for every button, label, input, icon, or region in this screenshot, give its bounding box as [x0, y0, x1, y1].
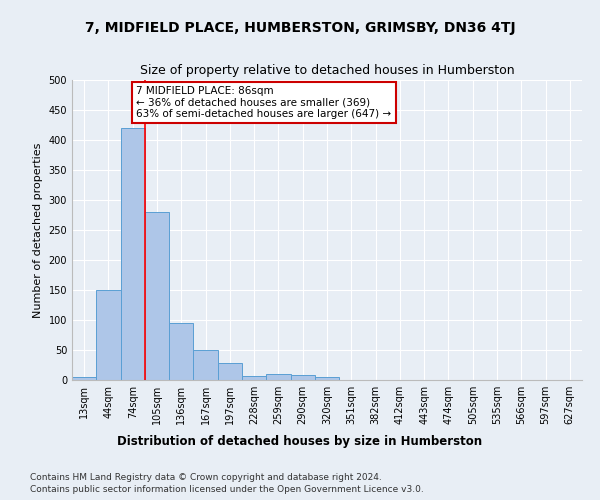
Bar [72, 377, 96, 380]
Text: 7, MIDFIELD PLACE, HUMBERSTON, GRIMSBY, DN36 4TJ: 7, MIDFIELD PLACE, HUMBERSTON, GRIMSBY, … [85, 21, 515, 35]
Text: Contains public sector information licensed under the Open Government Licence v3: Contains public sector information licen… [30, 485, 424, 494]
Bar [121, 128, 145, 380]
Bar [169, 323, 193, 380]
Text: Contains HM Land Registry data © Crown copyright and database right 2024.: Contains HM Land Registry data © Crown c… [30, 472, 382, 482]
Title: Size of property relative to detached houses in Humberston: Size of property relative to detached ho… [140, 64, 514, 78]
Bar [315, 377, 339, 380]
Bar [290, 375, 315, 380]
Bar [96, 290, 121, 380]
Y-axis label: Number of detached properties: Number of detached properties [33, 142, 43, 318]
Text: Distribution of detached houses by size in Humberston: Distribution of detached houses by size … [118, 435, 482, 448]
Text: 7 MIDFIELD PLACE: 86sqm
← 36% of detached houses are smaller (369)
63% of semi-d: 7 MIDFIELD PLACE: 86sqm ← 36% of detache… [136, 86, 391, 119]
Bar [266, 374, 290, 380]
Bar [193, 350, 218, 380]
Bar [145, 212, 169, 380]
Bar [242, 376, 266, 380]
Bar [218, 363, 242, 380]
